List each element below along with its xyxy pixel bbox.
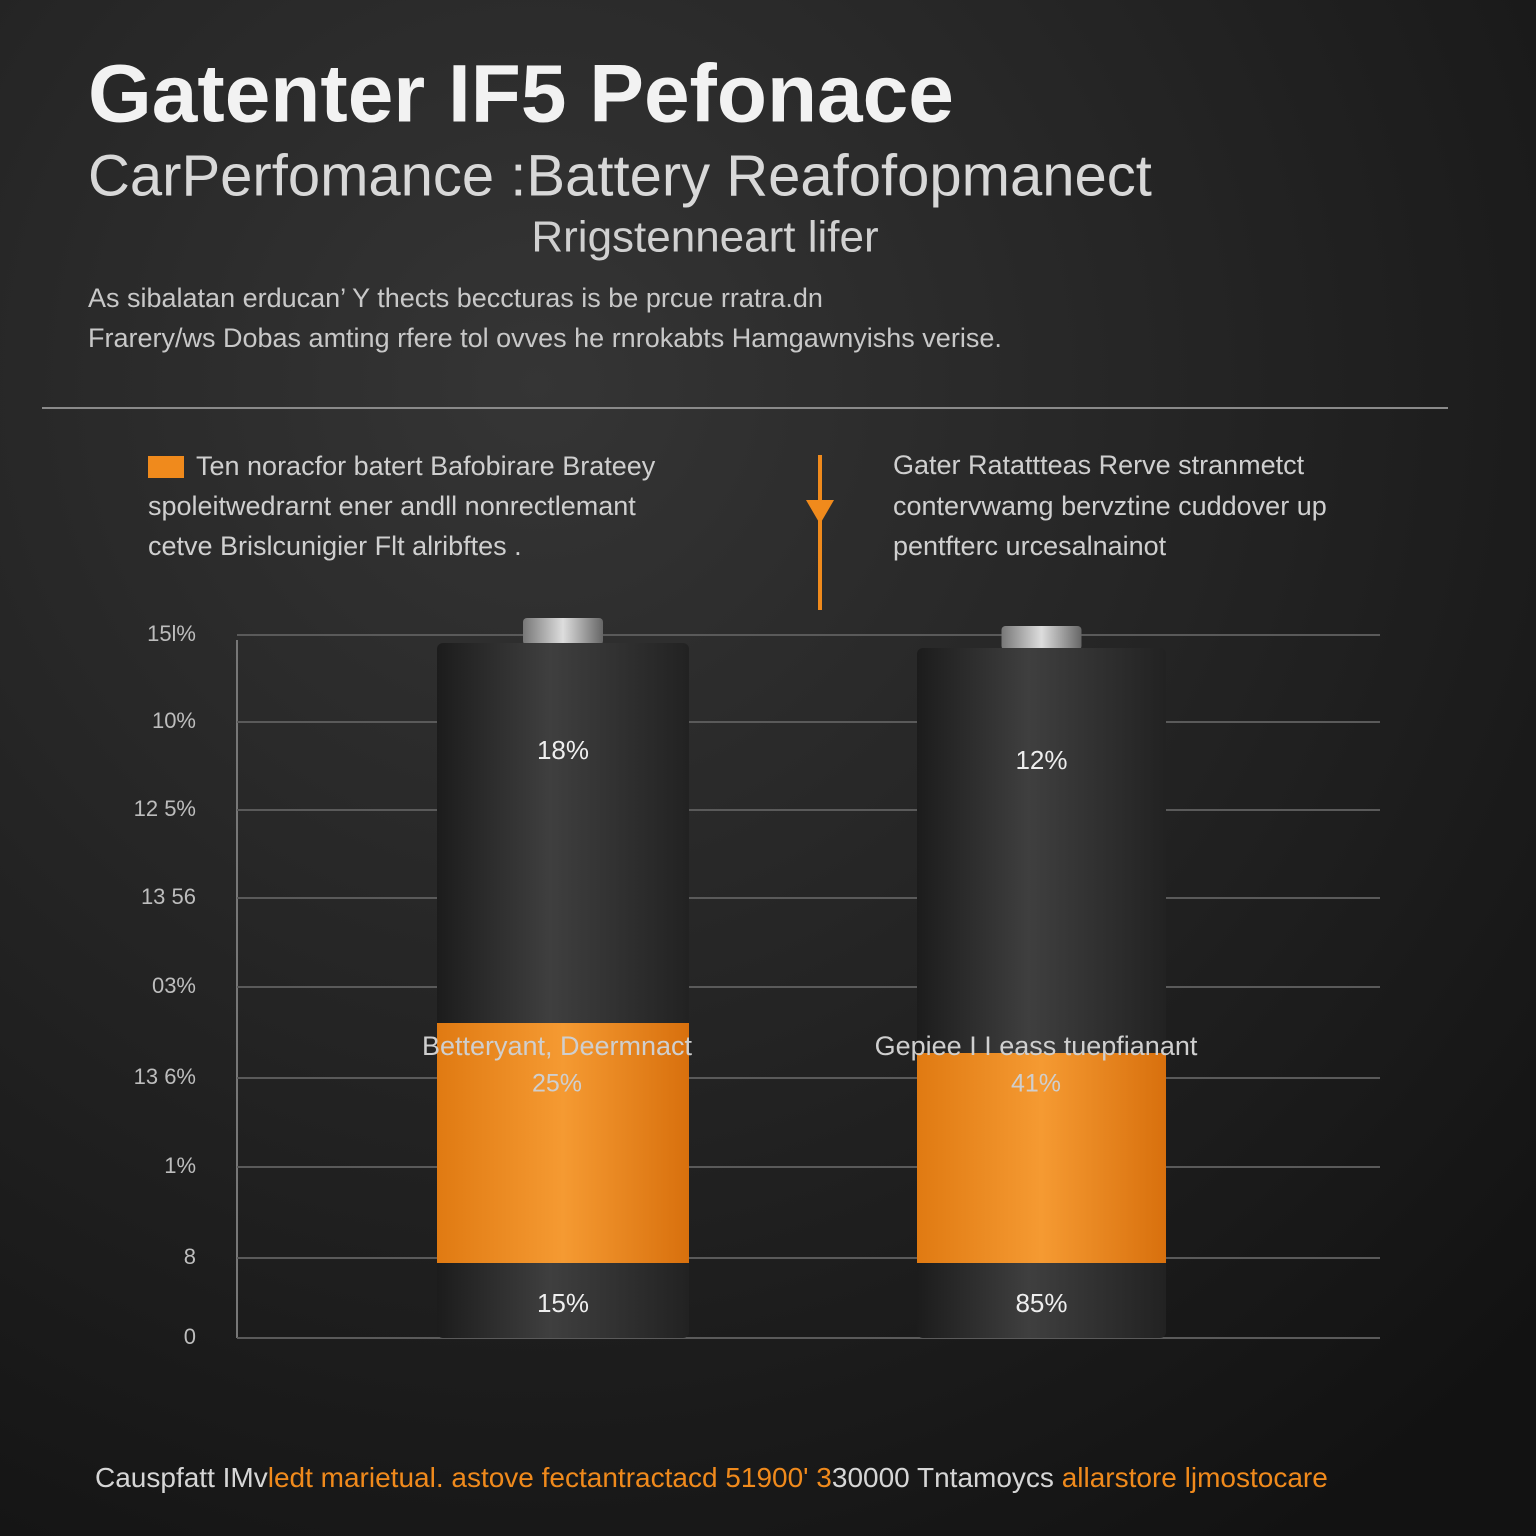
battery-cap [523, 618, 603, 645]
axis-label: 8 [184, 1244, 196, 1269]
battery-caption-value: 41% [1011, 1070, 1061, 1098]
battery-caption: Betteryant, Deermnact [422, 1031, 693, 1061]
intro-line: As sibalatan erducan’ Y thects beccturas… [88, 283, 823, 313]
axis-label: 0 [184, 1324, 196, 1349]
note-line: cetve Brislcunigier Flt alribftes . [148, 531, 522, 561]
footer-part: Causpfatt IMv [95, 1462, 268, 1493]
battery-fill [917, 1053, 1166, 1263]
axis-label: 13 56 [141, 884, 196, 909]
axis-label: 10% [152, 708, 196, 733]
legend-swatch [148, 456, 184, 478]
battery-label: 15% [537, 1288, 589, 1318]
battery-label: 12% [1015, 745, 1067, 775]
note-line: pentfterc urcesalnainot [893, 531, 1167, 561]
axis-label: 13 6% [134, 1064, 196, 1089]
axis: 15l% 10% 12 5% 13 56 03% 13 6% 1% 8 0 [134, 621, 1380, 1349]
battery-caption: Gepiee I I eass tuepfianant [875, 1031, 1198, 1061]
footer: Causpfatt IMvledt marietual. astove fect… [95, 1462, 1328, 1493]
batteries: 18% 15% Betteryant, Deermnact 25% 12% 85% Gepi… [422, 618, 1198, 1338]
battery-cap [1001, 626, 1082, 650]
axis-label: 1% [164, 1153, 196, 1178]
subtitle: Rrigstenneart lifer [531, 213, 878, 262]
axis-label: 03% [152, 973, 196, 998]
footer-part: 30000 Tntamoycs [832, 1462, 1062, 1493]
note-line: contervwamg bervztine cuddover up [893, 491, 1327, 521]
intro-line: Frarery/ws Dobas amting rfere tol ovves … [88, 323, 1002, 353]
arrow-head [806, 500, 834, 524]
axis-label: 12 5% [134, 796, 196, 821]
battery-label: 85% [1015, 1288, 1067, 1318]
battery-fill [437, 1023, 689, 1263]
subtitle: CarPerfomance :Battery Reafofopmanect [88, 143, 1152, 208]
footer-part: allarstore ljmostocare [1062, 1462, 1328, 1493]
title: Gatenter IF5 Pefonace [88, 49, 954, 140]
battery-label: 18% [537, 735, 589, 765]
battery-caption-value: 25% [532, 1070, 582, 1098]
note-line: spoleitwedrarnt ener andll nonrectlemant [148, 491, 636, 521]
note-line: Gater Ratattteas Rerve stranmetct [893, 450, 1305, 480]
footer-part: ledt marietual. astove fectantractacd 51… [268, 1462, 832, 1493]
axis-label: 15l% [147, 621, 196, 646]
note-line: Ten noracfor batert Bafobirare Brateey [196, 451, 656, 481]
